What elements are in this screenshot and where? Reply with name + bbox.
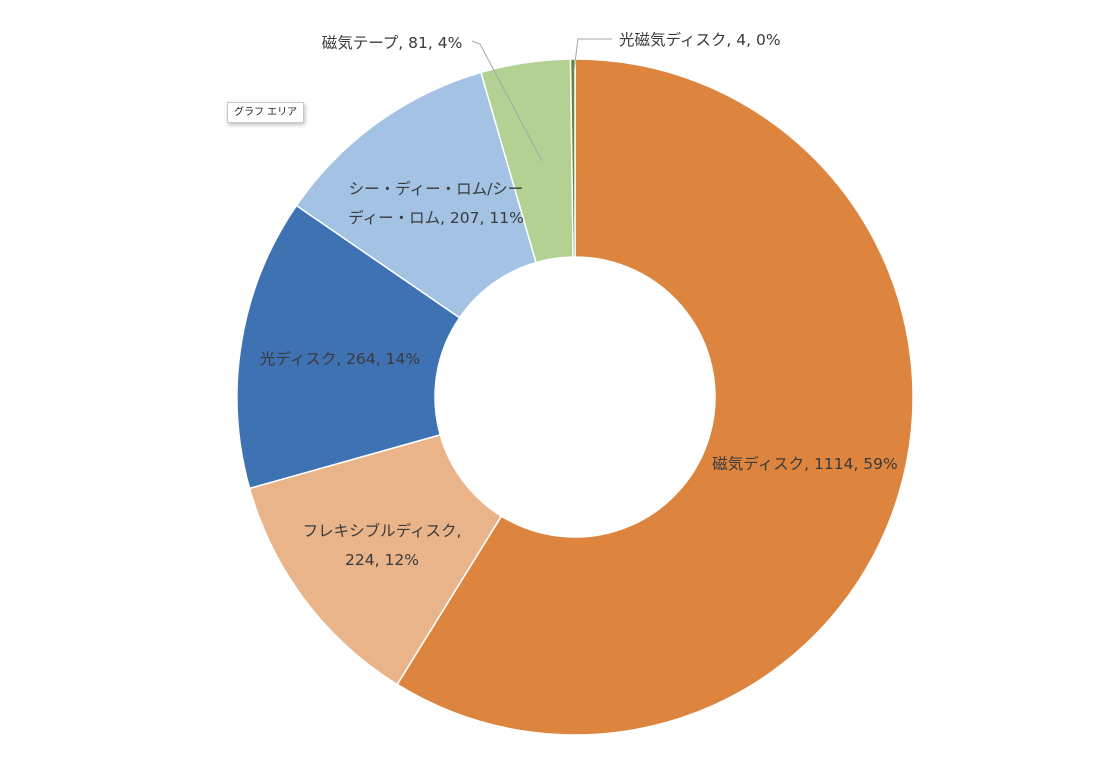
- data-label-line: 224, 12%: [345, 551, 419, 569]
- data-label: シー・ディー・ロム/シーディー・ロム, 207, 11%: [348, 179, 524, 227]
- data-label-line: 光磁気ディスク, 4, 0%: [619, 30, 781, 49]
- data-label: フレキシブルディスク, 224, 12%: [303, 521, 462, 569]
- data-label: 磁気ディスク, 1114, 59%: [712, 454, 898, 473]
- data-label-line: 磁気テープ, 81, 4%: [322, 34, 463, 52]
- data-label-line: シー・ディー・ロム/シー: [349, 179, 524, 198]
- leader-line: [471, 40, 543, 162]
- data-label: 磁気テープ, 81, 4%: [322, 34, 463, 52]
- data-label: 光磁気ディスク, 4, 0%: [619, 30, 781, 49]
- data-label: 光ディスク, 264, 14%: [260, 349, 420, 368]
- doughnut-slice[interactable]: [236, 204, 461, 490]
- data-label-line: 磁気ディスク, 1114, 59%: [712, 454, 898, 473]
- chart-area-tooltip: グラフ エリア: [227, 102, 305, 123]
- leader-line: [573, 38, 612, 71]
- doughnut-slice[interactable]: [396, 58, 914, 736]
- doughnut-slice[interactable]: [248, 433, 503, 686]
- data-label-line: ディー・ロム, 207, 11%: [348, 208, 524, 227]
- data-label-line: 光ディスク, 264, 14%: [260, 349, 420, 368]
- data-label-line: フレキシブルディスク,: [303, 521, 462, 540]
- doughnut-slice[interactable]: [569, 58, 576, 258]
- doughnut-slice[interactable]: [295, 71, 537, 319]
